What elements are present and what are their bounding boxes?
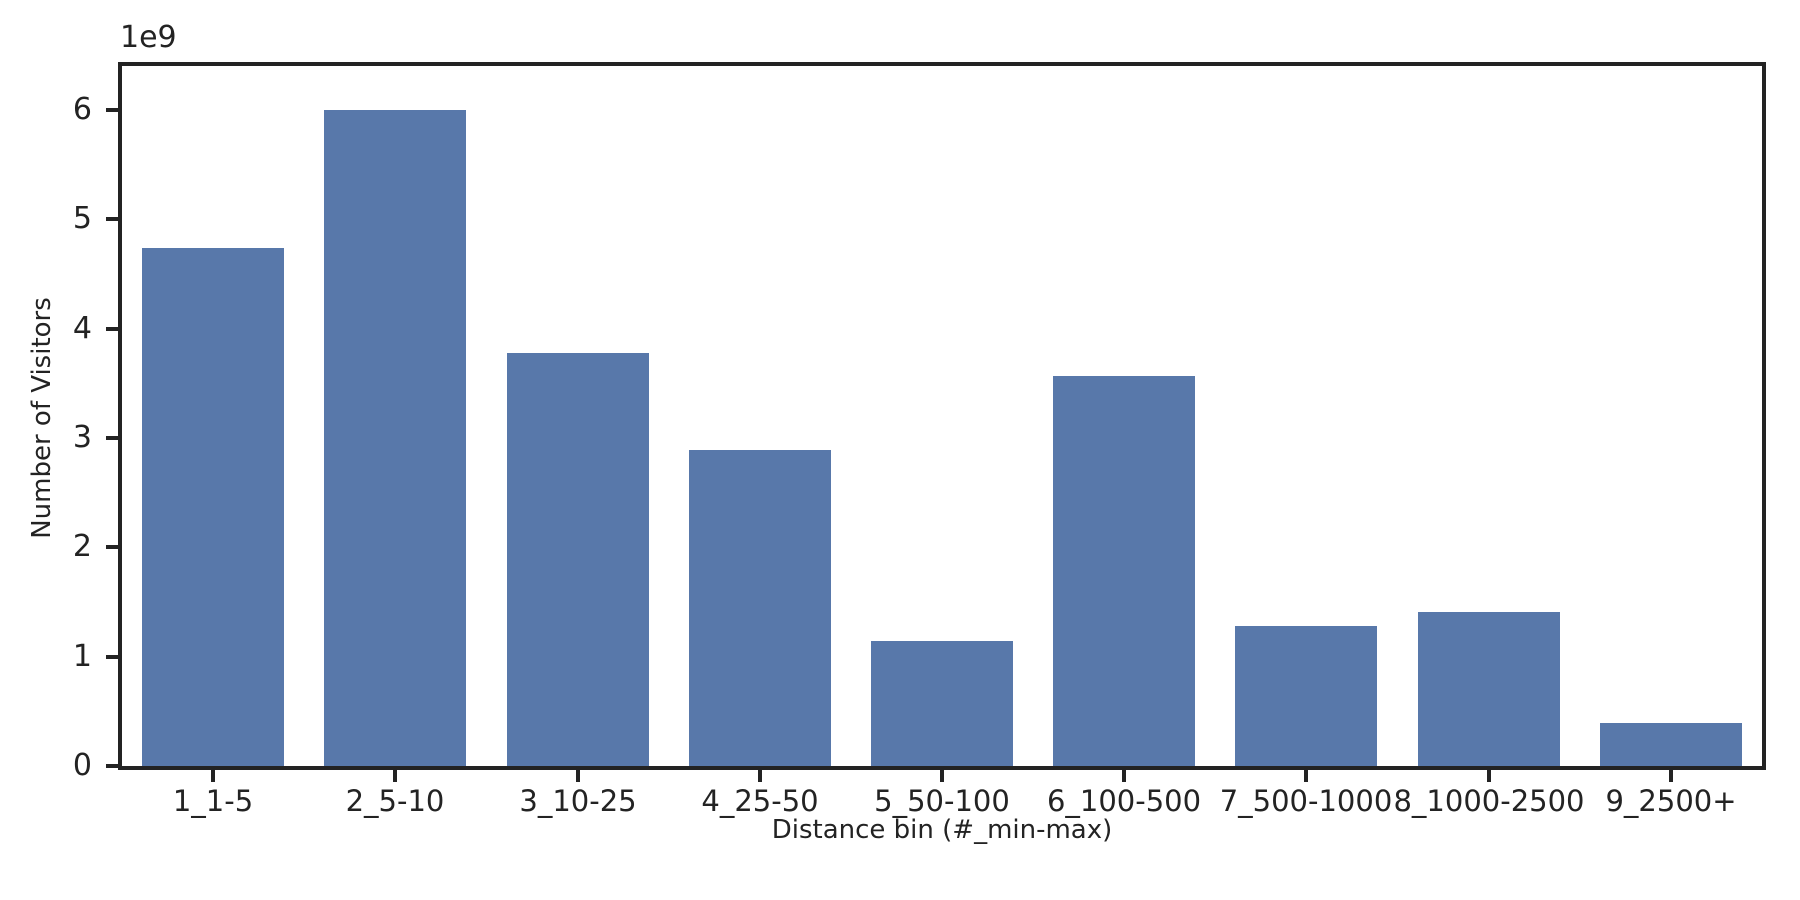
x-axis-tick-label: 6_100-500 (1046, 784, 1202, 818)
y-axis-tick (106, 217, 118, 222)
x-axis-label: Distance bin (#_min-max) (771, 815, 1113, 845)
y-axis-tick (106, 107, 118, 112)
x-axis-tick (1669, 770, 1673, 782)
bar-3_10-25 (507, 353, 649, 766)
x-axis-tick (1122, 770, 1126, 782)
x-axis-tick (758, 770, 762, 782)
x-axis-tick (211, 770, 215, 782)
bar-9_2500+ (1600, 723, 1742, 766)
y-axis-tick (106, 654, 118, 659)
x-axis-tick (1487, 770, 1491, 782)
x-axis-tick-label: 8_1000-2500 (1393, 784, 1585, 818)
y-axis-tick (106, 326, 118, 331)
bar-4_25-50 (689, 450, 831, 766)
y-axis-tick (106, 545, 118, 550)
y-axis-tick-label: 2 (72, 529, 92, 565)
x-axis-tick-label: 7_500-1000 (1219, 784, 1393, 818)
x-axis-tick (940, 770, 944, 782)
x-axis-tick-label: 4_25-50 (701, 784, 819, 818)
plot-area: 0 1 2 3 4 5 6 1_1-5 2_5-10 3_10-25 4_25-50 5_50-100… (73, 62, 1766, 818)
y-axis-tick-label: 1 (72, 638, 92, 674)
y-axis-tick-label: 3 (72, 419, 92, 455)
y-axis-tick-label: 6 (72, 91, 92, 127)
x-axis-tick-label: 1_1-5 (172, 784, 254, 818)
y-axis-tick-label: 5 (72, 201, 92, 237)
bar-7_500-1000 (1235, 626, 1377, 766)
bar-6_100-500 (1053, 376, 1195, 766)
bar-1_1-5 (142, 248, 284, 766)
bar-2_5-10 (324, 110, 466, 766)
y-axis-offset-text: 1e9 (120, 20, 177, 55)
x-axis-tick (1304, 770, 1308, 782)
y-axis-tick-label: 0 (72, 748, 92, 783)
x-axis-tick-label: 9_2500+ (1605, 784, 1737, 818)
x-axis-tick (576, 770, 580, 782)
y-axis-tick-label: 4 (72, 310, 92, 346)
x-axis-tick (393, 770, 397, 782)
x-axis-tick-label: 3_10-25 (519, 784, 637, 818)
y-axis-tick (106, 435, 118, 440)
bar-5_50-100 (871, 641, 1013, 766)
x-axis-tick-label: 5_50-100 (874, 784, 1010, 818)
x-axis-tick-label: 2_5-10 (345, 784, 445, 818)
bar-8_1000-2500 (1418, 612, 1560, 766)
y-axis-tick (106, 764, 118, 768)
